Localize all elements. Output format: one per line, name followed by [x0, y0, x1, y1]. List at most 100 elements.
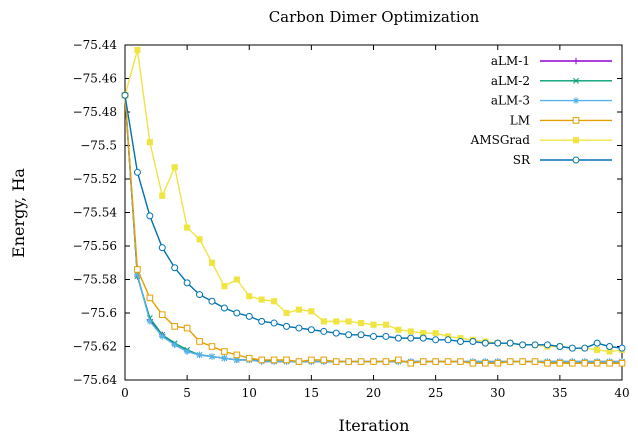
data-point: [258, 356, 265, 364]
data-point: [233, 351, 241, 359]
data-point: [370, 321, 377, 328]
data-point: [196, 338, 203, 345]
data-point: [606, 359, 613, 367]
data-point: [208, 353, 216, 360]
data-point: [568, 344, 576, 352]
y-tick-label: −75.5: [80, 139, 117, 153]
data-point: [572, 117, 580, 124]
data-point: [208, 343, 216, 350]
data-point: [270, 356, 278, 364]
x-tick-label: 20: [366, 386, 381, 400]
data-point: [196, 351, 203, 359]
series-line: [124, 95, 622, 363]
y-tick-label: −75.64: [73, 373, 118, 387]
y-tick-label: −75.56: [73, 239, 117, 253]
data-point: [432, 330, 439, 337]
data-point: [345, 331, 353, 339]
data-point: [581, 344, 589, 352]
x-tick-label: 25: [428, 386, 443, 400]
x-tick-label: 15: [304, 386, 319, 400]
data-point: [283, 322, 291, 330]
legend-entry: aLM-3: [491, 94, 612, 108]
data-point: [358, 320, 365, 327]
data-point: [220, 304, 228, 312]
data-point: [594, 346, 601, 353]
series-line: [124, 95, 623, 349]
data-point: [407, 359, 415, 367]
data-point: [482, 359, 489, 367]
data-point: [370, 332, 377, 340]
data-point: [531, 341, 539, 349]
data-point: [494, 359, 502, 367]
data-point: [159, 192, 166, 199]
data-point: [444, 336, 452, 344]
data-point: [183, 348, 191, 355]
data-point: [569, 359, 576, 367]
data-point: [196, 236, 203, 243]
data-point: [345, 318, 352, 325]
data-point: [394, 334, 402, 342]
data-point: [184, 224, 191, 231]
data-point: [270, 319, 278, 327]
data-point: [146, 294, 154, 302]
series-lm: [121, 91, 626, 367]
y-tick-label: −75.6: [80, 306, 117, 320]
data-point: [543, 341, 551, 349]
data-point: [332, 329, 340, 337]
legend-label: AMSGrad: [470, 133, 531, 147]
legend-label: LM: [510, 113, 530, 127]
y-tick-label: −75.46: [73, 72, 117, 86]
legend-entry: aLM-2: [491, 74, 612, 88]
data-point: [121, 91, 129, 99]
data-point: [506, 358, 514, 365]
data-point: [158, 311, 166, 318]
data-point: [432, 336, 440, 344]
legend-entry: AMSGrad: [470, 133, 612, 147]
data-point: [196, 291, 204, 299]
x-tick-label: 5: [183, 386, 191, 400]
x-tick-label: 35: [552, 386, 567, 400]
data-point: [370, 358, 377, 365]
data-point: [419, 334, 427, 342]
data-point: [133, 168, 141, 176]
data-point: [245, 312, 253, 320]
data-point: [320, 356, 328, 364]
data-point: [308, 308, 315, 315]
data-point: [357, 331, 365, 339]
y-tick-label: −75.44: [73, 38, 118, 52]
data-point: [183, 324, 191, 332]
data-point: [572, 97, 580, 104]
data-point: [320, 318, 327, 325]
data-point: [444, 358, 452, 365]
y-tick-label: −75.54: [73, 206, 118, 220]
series-line: [124, 95, 622, 363]
data-point: [395, 356, 402, 364]
data-point: [332, 358, 340, 365]
data-point: [295, 324, 303, 332]
data-point: [456, 337, 464, 345]
data-point: [171, 341, 178, 349]
data-point: [245, 354, 253, 362]
series-line: [124, 49, 623, 353]
x-tick-label: 10: [242, 386, 257, 400]
data-point: [159, 333, 166, 340]
y-tick-label: −75.52: [73, 172, 117, 186]
data-point: [295, 358, 303, 365]
data-point: [481, 339, 489, 347]
series-layer: [121, 46, 626, 367]
data-point: [208, 259, 216, 266]
data-point: [572, 57, 580, 65]
data-point: [258, 296, 265, 303]
data-point: [134, 266, 141, 273]
data-point: [519, 358, 526, 365]
y-tick-label: −75.48: [73, 105, 117, 119]
data-point: [606, 343, 614, 350]
data-point: [146, 212, 154, 220]
data-point: [320, 327, 328, 335]
data-point: [258, 317, 266, 325]
data-point: [134, 46, 141, 54]
x-tick-label: 0: [121, 386, 129, 400]
data-point: [333, 318, 340, 325]
data-point: [519, 341, 527, 349]
